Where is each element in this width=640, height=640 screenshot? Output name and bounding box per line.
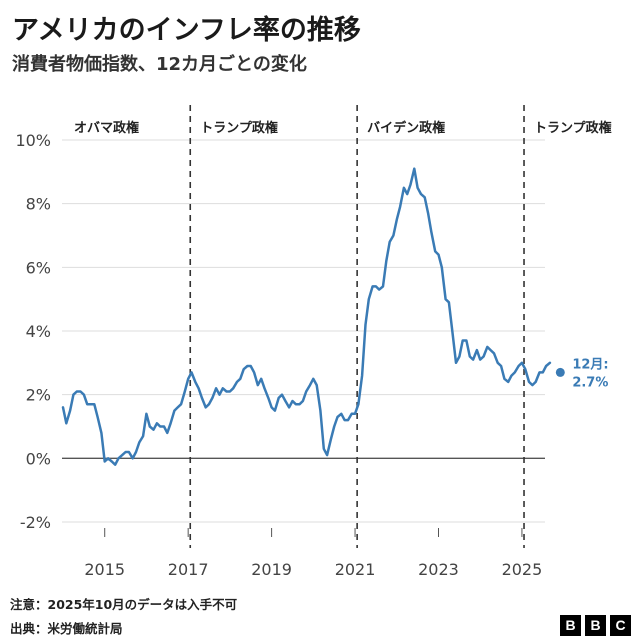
period-labels: オバマ政権 トランプ政権 バイデン政権 トランプ政権: [74, 120, 612, 136]
latest-point-marker: [555, 367, 565, 377]
cpi-series-line: [61, 167, 552, 466]
series-layer: [61, 167, 552, 466]
x-tick-label: 2021: [335, 560, 376, 579]
period-label: オバマ政権: [74, 120, 139, 136]
y-tick-label: 8%: [26, 195, 51, 214]
period-label: トランプ政権: [200, 120, 278, 136]
chart-subtitle: 消費者物価指数、12カ月ごとの変化: [12, 54, 307, 75]
x-tick-label: 2015: [84, 560, 125, 579]
y-tick-label: -2%: [20, 513, 51, 532]
chart-title: アメリカのインフレ率の推移: [12, 15, 361, 46]
y-tick-label: 10%: [15, 131, 51, 150]
period-label: トランプ政権: [534, 120, 612, 136]
x-tick-label: 2025: [502, 560, 543, 579]
latest-point-value-label: 2.7%: [572, 375, 608, 390]
grid-lines: [62, 139, 545, 523]
latest-value-annotation: 12月: 2.7%: [555, 357, 609, 390]
x-axis-ticks: 2015 2017 2019 2021 2023 2025: [84, 528, 542, 579]
bbc-logo-letter: C: [610, 615, 631, 636]
footer-note: 注意：2025年10月のデータは入手不可: [10, 597, 238, 612]
x-tick-label: 2017: [168, 560, 209, 579]
bbc-logo: B B C: [560, 615, 631, 636]
period-label: バイデン政権: [367, 120, 445, 136]
y-tick-label: 6%: [26, 258, 51, 277]
latest-point-month-label: 12月:: [572, 357, 608, 372]
bbc-logo-letter: B: [560, 615, 581, 636]
y-tick-label: 2%: [26, 386, 51, 405]
x-tick-label: 2019: [251, 560, 292, 579]
bbc-logo-letter: B: [585, 615, 606, 636]
y-tick-label: 4%: [26, 322, 51, 341]
x-tick-label: 2023: [418, 560, 459, 579]
footer-source: 出典：米労働統計局: [10, 621, 123, 636]
y-tick-label: 0%: [26, 449, 51, 468]
period-dividers: [189, 105, 525, 548]
y-axis-ticks: -2% 0% 2% 4% 6% 8% 10%: [15, 131, 51, 532]
